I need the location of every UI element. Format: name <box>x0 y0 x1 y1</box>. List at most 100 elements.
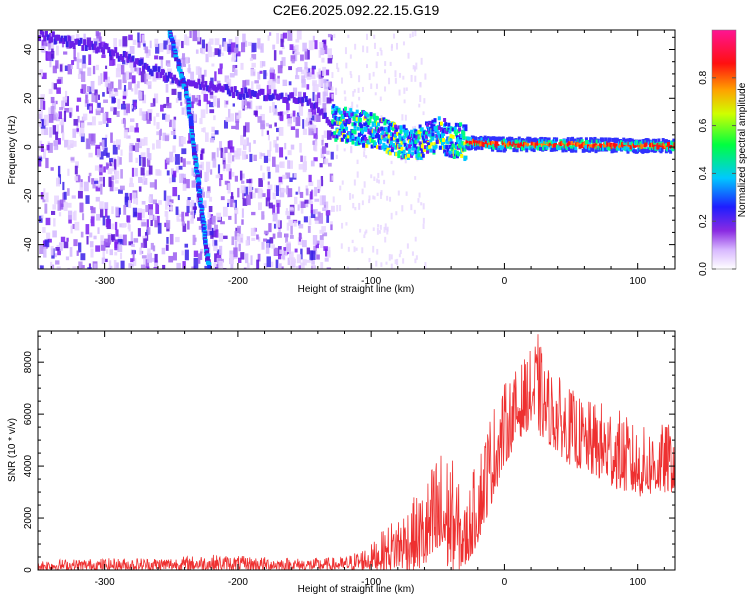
spectrogram-noise-cell <box>181 211 185 222</box>
spectrogram-noise-cell <box>226 78 232 86</box>
spectrogram-track-cell <box>100 46 104 53</box>
spectrogram-noise-cell <box>300 262 305 269</box>
spectrogram-noise-cell <box>235 120 239 130</box>
spectrogram-noise-cell <box>260 165 263 171</box>
spectrogram-track-cell <box>228 90 232 97</box>
spectrogram-noise-cell <box>109 88 114 99</box>
spectrogram-signal-cell <box>561 148 565 153</box>
spectrogram-noise-cell <box>217 68 223 75</box>
spectrogram-track-cell <box>294 97 298 104</box>
spectrogram-noise-cell <box>99 201 104 210</box>
spectrogram-signal-cell <box>390 148 394 153</box>
spectrogram-noise-cell <box>54 253 57 258</box>
spectrogram-noise-cell <box>153 215 158 221</box>
spectrogram-noise-cell <box>242 80 247 89</box>
spectrogram-noise-cell <box>263 70 267 80</box>
spectrogram-noise-cell <box>115 180 119 184</box>
spectrogram-noise-cell <box>322 146 327 154</box>
spectrogram-noise-cell <box>193 250 199 258</box>
spectrogram-noise-cell <box>403 99 406 104</box>
spectrogram-noise-cell <box>114 187 119 191</box>
spectrogram-signal-cell <box>452 155 456 160</box>
spectrogram-noise-cell <box>148 196 152 203</box>
spectrogram-noise-cell <box>190 199 195 211</box>
spectrogram-signal-cell <box>335 134 339 139</box>
spectrogram-signal-cell <box>370 138 374 143</box>
spectrogram-track-cell <box>93 43 97 50</box>
spectrogram-track-cell <box>264 95 268 102</box>
spectrogram-signal-cell <box>522 146 526 151</box>
spectrogram-noise-cell <box>321 57 325 63</box>
spectrogram-signal-cell <box>399 125 403 130</box>
spectrogram-noise-cell <box>82 55 86 64</box>
spectrogram-track-cell <box>117 55 121 62</box>
spectrogram-signal-cell <box>428 145 432 150</box>
spectrogram-noise-cell <box>269 67 274 73</box>
spectrogram-noise-cell <box>182 223 187 232</box>
spectrogram-noise-cell <box>266 189 271 200</box>
spectrogram-noise-cell <box>150 102 154 107</box>
spectrogram-signal-cell <box>470 145 474 150</box>
spectrogram-noise-cell <box>285 208 289 214</box>
spectrogram-noise-cell <box>197 66 201 75</box>
spectrogram-noise-cell <box>42 40 48 47</box>
spectrogram-noise-cell <box>85 195 90 204</box>
spectrogram-noise-cell <box>285 233 288 243</box>
spectrogram-noise-cell <box>234 207 239 215</box>
spectrogram-signal-cell <box>419 155 423 160</box>
spectrogram-track-cell <box>133 61 137 68</box>
spectrogram-noise-cell <box>377 179 380 184</box>
spectrogram-track-cell <box>76 38 80 45</box>
spectrogram-track-cell <box>221 86 225 93</box>
spectrogram-noise-cell <box>379 96 382 101</box>
spectrogram-noise-cell <box>279 161 285 169</box>
spectrogram-signal-cell <box>362 140 366 145</box>
spectrogram-noise-cell <box>177 49 180 53</box>
spectrogram-noise-cell <box>140 264 146 269</box>
spectrogram-noise-cell <box>306 247 311 255</box>
spectrogram-track-cell <box>63 35 67 42</box>
spectrogram-signal-cell <box>358 117 362 122</box>
spectrogram-noise-cell <box>260 153 266 157</box>
spectrogram-noise-cell <box>219 63 223 69</box>
spectrogram-noise-cell <box>117 238 123 243</box>
spectrogram-track-cell <box>145 63 149 70</box>
spectrogram-noise-cell <box>143 178 148 185</box>
spectrogram-noise-cell <box>196 144 199 152</box>
spectrogram-track-cell <box>207 86 211 93</box>
spectrogram-signal-cell <box>416 155 420 160</box>
spectrogram-signal-cell <box>381 145 385 150</box>
spectrogram-noise-cell <box>141 34 145 46</box>
spectrogram-noise-cell <box>267 201 270 207</box>
spectrogram-noise-cell <box>226 117 231 122</box>
spectrogram-noise-cell <box>358 202 361 210</box>
spectrogram-noise-cell <box>368 73 371 81</box>
spectrogram-noise-cell <box>395 211 398 216</box>
spectrogram-noise-cell <box>48 113 54 123</box>
spectrogram-track-cell <box>209 81 213 88</box>
spectrogram-noise-cell <box>353 246 356 253</box>
spectrogram-noise-cell <box>114 170 120 180</box>
spectrogram-signal-cell <box>369 126 373 131</box>
spectrogram-signal-cell <box>415 131 419 136</box>
spectrogram-noise-cell <box>201 127 204 132</box>
spectrogram-signal-cell <box>530 147 534 152</box>
spectrogram-noise-cell <box>52 204 57 210</box>
spectrogram-noise-cell <box>234 213 237 224</box>
spectrogram-noise-cell <box>244 122 250 133</box>
spectrogram-noise-cell <box>390 254 393 260</box>
spectrogram-ylabel: Frequency (Hz) <box>7 116 18 185</box>
spectrogram-noise-cell <box>75 161 79 169</box>
spectrogram-signal-cell <box>530 138 534 143</box>
spectrogram-noise-cell <box>169 233 174 245</box>
spectrogram-noise-cell <box>314 186 318 197</box>
spectrogram-noise-cell <box>110 132 113 143</box>
spectrogram-noise-cell <box>297 204 300 211</box>
spectrogram-noise-cell <box>253 192 256 199</box>
spectrogram-signal-cell <box>381 130 385 135</box>
spectrogram-noise-cell <box>304 66 309 73</box>
spectrogram-signal-cell <box>399 129 403 134</box>
spectrogram-noise-cell <box>386 226 389 232</box>
spectrogram-noise-cell <box>214 38 220 46</box>
spectrogram-signal-cell <box>396 138 400 143</box>
